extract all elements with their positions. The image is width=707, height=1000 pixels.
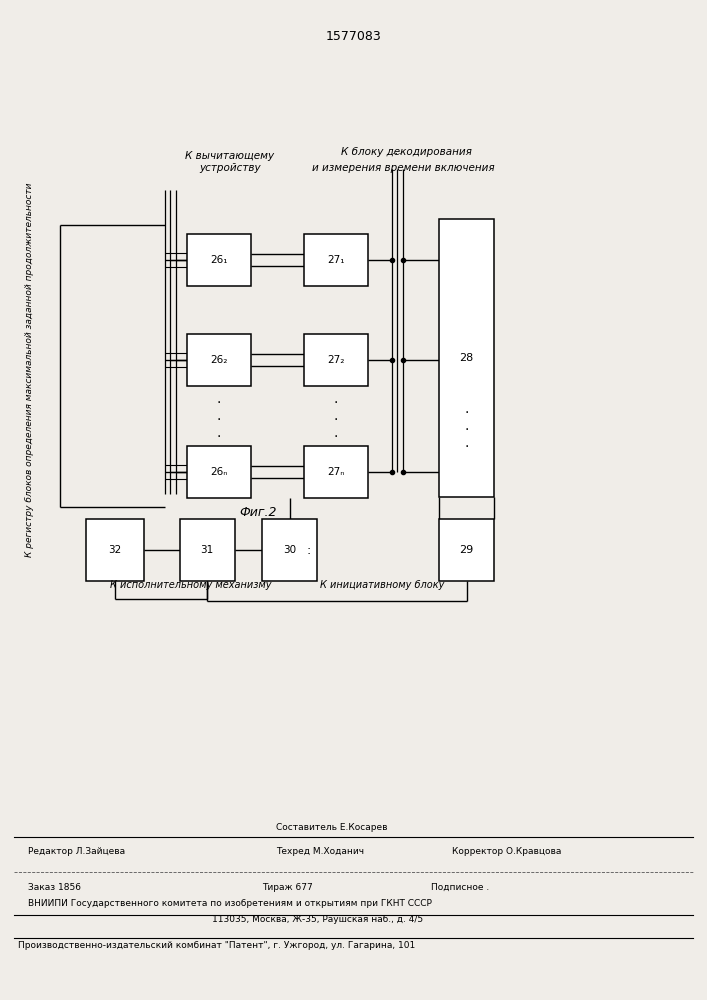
Bar — [439, 219, 494, 497]
Bar — [86, 519, 144, 581]
Text: 27₂: 27₂ — [327, 355, 344, 365]
Text: 27₁: 27₁ — [327, 255, 344, 265]
Text: .: . — [334, 426, 338, 440]
Text: Составитель Е.Косарев: Составитель Е.Косарев — [276, 822, 387, 832]
Text: Редактор Л.Зайцева: Редактор Л.Зайцева — [28, 848, 125, 856]
Text: ...: ... — [392, 146, 403, 156]
Text: .: . — [334, 392, 338, 406]
Text: Техред М.Ходанич: Техред М.Ходанич — [276, 848, 363, 856]
Bar — [262, 519, 317, 581]
Text: 1577083: 1577083 — [326, 29, 381, 42]
Text: и измерения времени включения: и измерения времени включения — [312, 163, 494, 173]
Text: 31: 31 — [201, 545, 214, 555]
Bar — [304, 234, 368, 286]
Text: .: . — [464, 436, 469, 450]
Text: ВНИИПИ Государственного комитета по изобретениям и открытиям при ГКНТ СССР: ВНИИПИ Государственного комитета по изоб… — [28, 900, 432, 908]
Bar — [187, 334, 251, 386]
Text: 27ₙ: 27ₙ — [327, 467, 344, 477]
Text: Подписное .: Подписное . — [431, 882, 489, 892]
Text: .: . — [217, 409, 221, 423]
Text: .: . — [217, 392, 221, 406]
Text: 26₂: 26₂ — [211, 355, 228, 365]
Bar — [439, 519, 494, 581]
Bar — [304, 334, 368, 386]
Bar — [304, 446, 368, 498]
Text: Фиг.2: Фиг.2 — [239, 506, 277, 520]
Text: .: . — [334, 409, 338, 423]
Text: :: : — [307, 544, 311, 556]
Text: К вычитающему
устройству: К вычитающему устройству — [185, 151, 274, 173]
Text: .: . — [464, 419, 469, 433]
Text: Производственно-издательский комбинат "Патент", г. Ужгород, ул. Гагарина, 101: Производственно-издательский комбинат "П… — [18, 940, 415, 950]
Text: 26ₙ: 26ₙ — [211, 467, 228, 477]
Text: .: . — [464, 402, 469, 416]
Text: 30: 30 — [284, 545, 296, 555]
Bar — [187, 446, 251, 498]
Text: Тираж 677: Тираж 677 — [262, 882, 312, 892]
Bar — [180, 519, 235, 581]
Text: Корректор О.Кравцова: Корректор О.Кравцова — [452, 848, 562, 856]
Text: .: . — [217, 426, 221, 440]
Text: 113035, Москва, Ж-35, Раушская наб., д. 4/5: 113035, Москва, Ж-35, Раушская наб., д. … — [212, 916, 423, 924]
Text: 28: 28 — [460, 353, 474, 363]
Text: К регистру блоков определения максимальной заданной продолжительности: К регистру блоков определения максимальн… — [25, 183, 34, 557]
Text: К инициативному блоку: К инициативному блоку — [320, 580, 444, 590]
Text: Заказ 1856: Заказ 1856 — [28, 882, 81, 892]
Text: 26₁: 26₁ — [211, 255, 228, 265]
Text: К исполнительному механизму: К исполнительному механизму — [110, 580, 271, 590]
Text: К блоку декодирования: К блоку декодирования — [341, 147, 472, 157]
Text: 29: 29 — [460, 545, 474, 555]
Text: 32: 32 — [109, 545, 122, 555]
Bar — [187, 234, 251, 286]
